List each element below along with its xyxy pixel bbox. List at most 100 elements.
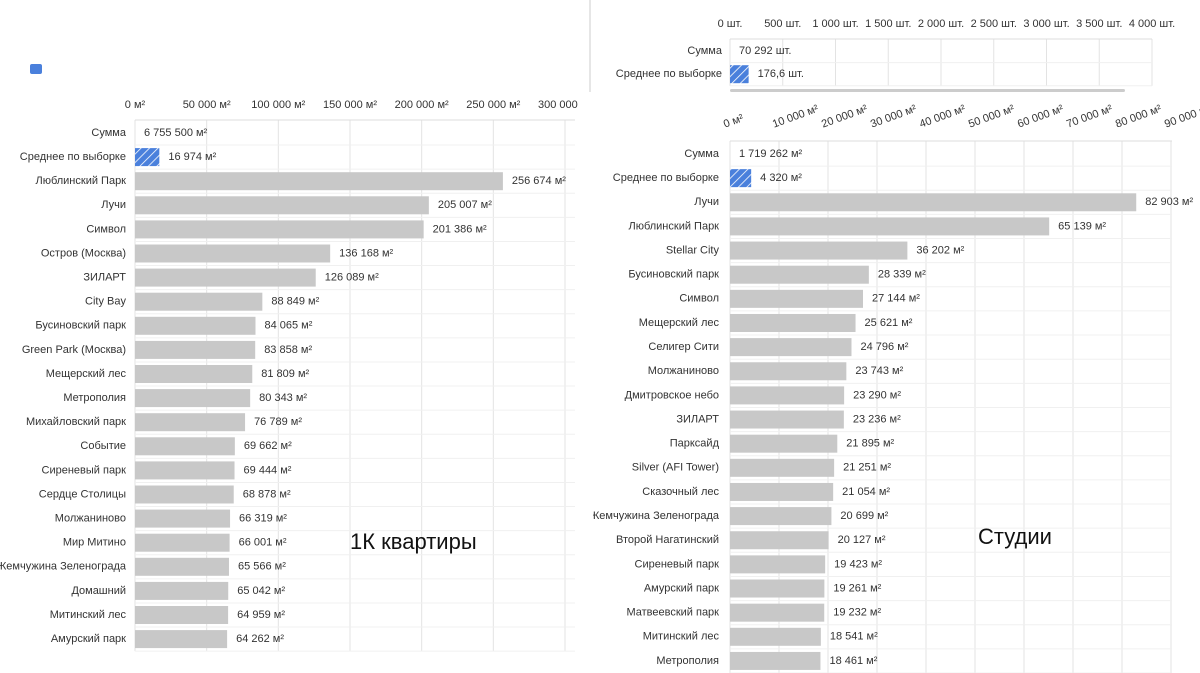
x-tick-label: 2 000 шт. xyxy=(918,18,964,30)
row-label: Лучи xyxy=(101,199,126,211)
legend-swatch xyxy=(30,64,42,74)
mean-bar xyxy=(730,169,752,188)
bar xyxy=(730,265,869,284)
bar xyxy=(730,313,856,332)
value-label: 65 139 м² xyxy=(1058,220,1106,232)
row-label: Сумма xyxy=(687,45,722,57)
row-label: ЗИЛАРТ xyxy=(83,272,126,284)
x-tick-label: 4 000 шт. xyxy=(1129,18,1175,30)
bar xyxy=(135,606,229,624)
bar xyxy=(135,557,229,576)
x-tick-label: 0 м² xyxy=(125,99,146,111)
row-label: Парксайд xyxy=(670,438,720,450)
x-tick-label: 300 000 м² xyxy=(538,99,592,111)
value-label: 23 743 м² xyxy=(855,365,903,377)
value-label: 64 959 м² xyxy=(237,609,285,621)
row-label: Silver (AFI Tower) xyxy=(632,462,719,474)
value-label: 68 878 м² xyxy=(243,488,291,500)
row-label: Сиреневый парк xyxy=(42,464,127,476)
x-tick-label: 0 шт. xyxy=(718,18,743,30)
x-tick-label: 3 000 шт. xyxy=(1023,18,1069,30)
row-label: Мещерский лес xyxy=(639,317,720,329)
row-label: Молжаниново xyxy=(648,365,719,377)
value-label: 76 789 м² xyxy=(254,416,302,428)
value-label: 16 974 м² xyxy=(168,151,216,163)
value-label: 66 319 м² xyxy=(239,513,287,525)
value-label: 21 895 м² xyxy=(846,438,894,450)
value-label: 205 007 м² xyxy=(438,199,492,211)
bar xyxy=(730,193,1137,212)
bar xyxy=(730,434,838,453)
value-label: 24 796 м² xyxy=(861,341,909,353)
value-label: 23 236 м² xyxy=(853,413,901,425)
row-label: Сказочный лес xyxy=(642,486,719,498)
value-label: 256 674 м² xyxy=(512,175,566,187)
bar xyxy=(135,196,429,215)
value-label: 23 290 м² xyxy=(853,389,901,401)
value-label: 21 251 м² xyxy=(843,462,891,474)
value-label: 27 144 м² xyxy=(872,293,920,305)
row-label: Дмитровское небо xyxy=(625,389,719,401)
x-tick-label: 3 500 шт. xyxy=(1076,18,1122,30)
value-label: 201 386 м² xyxy=(433,223,487,235)
bar xyxy=(730,386,845,405)
sum-label: 1 719 262 м² xyxy=(739,148,803,160)
value-label: 18 541 м² xyxy=(830,631,878,643)
x-tick-label: 250 000 м² xyxy=(466,99,520,111)
value-label: 64 262 м² xyxy=(236,633,284,645)
value-label: 65 566 м² xyxy=(238,561,286,573)
row-label: Метрополия xyxy=(63,392,126,404)
bar xyxy=(730,458,835,477)
row-label: Митинский лес xyxy=(643,631,720,643)
value-label: 136 168 м² xyxy=(339,247,393,259)
sum-label: 70 292 шт. xyxy=(739,45,791,57)
row-label: Люблинский Парк xyxy=(628,220,719,232)
x-tick-label: 1 500 шт. xyxy=(865,18,911,30)
x-tick-label: 50 000 м² xyxy=(183,99,231,111)
bar xyxy=(135,244,331,263)
bar xyxy=(135,340,256,359)
value-label: 83 858 м² xyxy=(264,344,312,356)
bar xyxy=(730,651,821,670)
value-label: 18 461 м² xyxy=(829,655,877,667)
bar xyxy=(135,316,256,335)
row-label: Лучи xyxy=(694,196,719,208)
row-label: Среднее по выборке xyxy=(20,151,126,163)
bar xyxy=(135,292,263,311)
row-label: Селигер Сити xyxy=(648,341,719,353)
scrollbar[interactable] xyxy=(730,89,1125,92)
value-label: 88 849 м² xyxy=(271,296,319,308)
row-label: Мир Митино xyxy=(63,537,126,549)
value-label: 176,6 шт. xyxy=(758,68,804,80)
bar xyxy=(730,579,825,598)
mean-bar xyxy=(730,65,749,84)
bar xyxy=(730,555,826,574)
value-label: 84 065 м² xyxy=(264,320,312,332)
x-tick-label: 100 000 м² xyxy=(251,99,305,111)
row-label: Среднее по выборке xyxy=(616,68,722,80)
value-label: 36 202 м² xyxy=(916,244,964,256)
x-tick-label: 1 000 шт. xyxy=(812,18,858,30)
row-label: Домашний xyxy=(71,585,126,597)
row-label: Люблинский Парк xyxy=(35,175,126,187)
bar xyxy=(135,220,424,239)
bar xyxy=(135,509,231,528)
row-label: Среднее по выборке xyxy=(613,172,719,184)
bar xyxy=(730,603,825,622)
mean-bar xyxy=(135,148,160,167)
annotation: Студии xyxy=(978,524,1052,549)
row-label: Михайловский парк xyxy=(26,416,126,428)
value-label: 80 343 м² xyxy=(259,392,307,404)
x-tick-label: 2 500 шт. xyxy=(971,18,1017,30)
value-label: 126 089 м² xyxy=(325,272,379,284)
chart-left: 0 м² 50 000 м² 100 000 м² 150 000 м² 200 000… xyxy=(0,99,592,652)
chart-right: 0 м² 10 000 м² 20 000 м² 30 000 м² 40 000 м²… xyxy=(593,103,1200,673)
row-label: Green Park (Москва) xyxy=(22,344,126,356)
bar xyxy=(730,627,821,646)
bar xyxy=(730,362,847,381)
row-label: Второй Нагатинский xyxy=(616,534,719,546)
x-tick-label: 150 000 м² xyxy=(323,99,377,111)
bar xyxy=(730,507,832,526)
bar xyxy=(135,630,228,649)
